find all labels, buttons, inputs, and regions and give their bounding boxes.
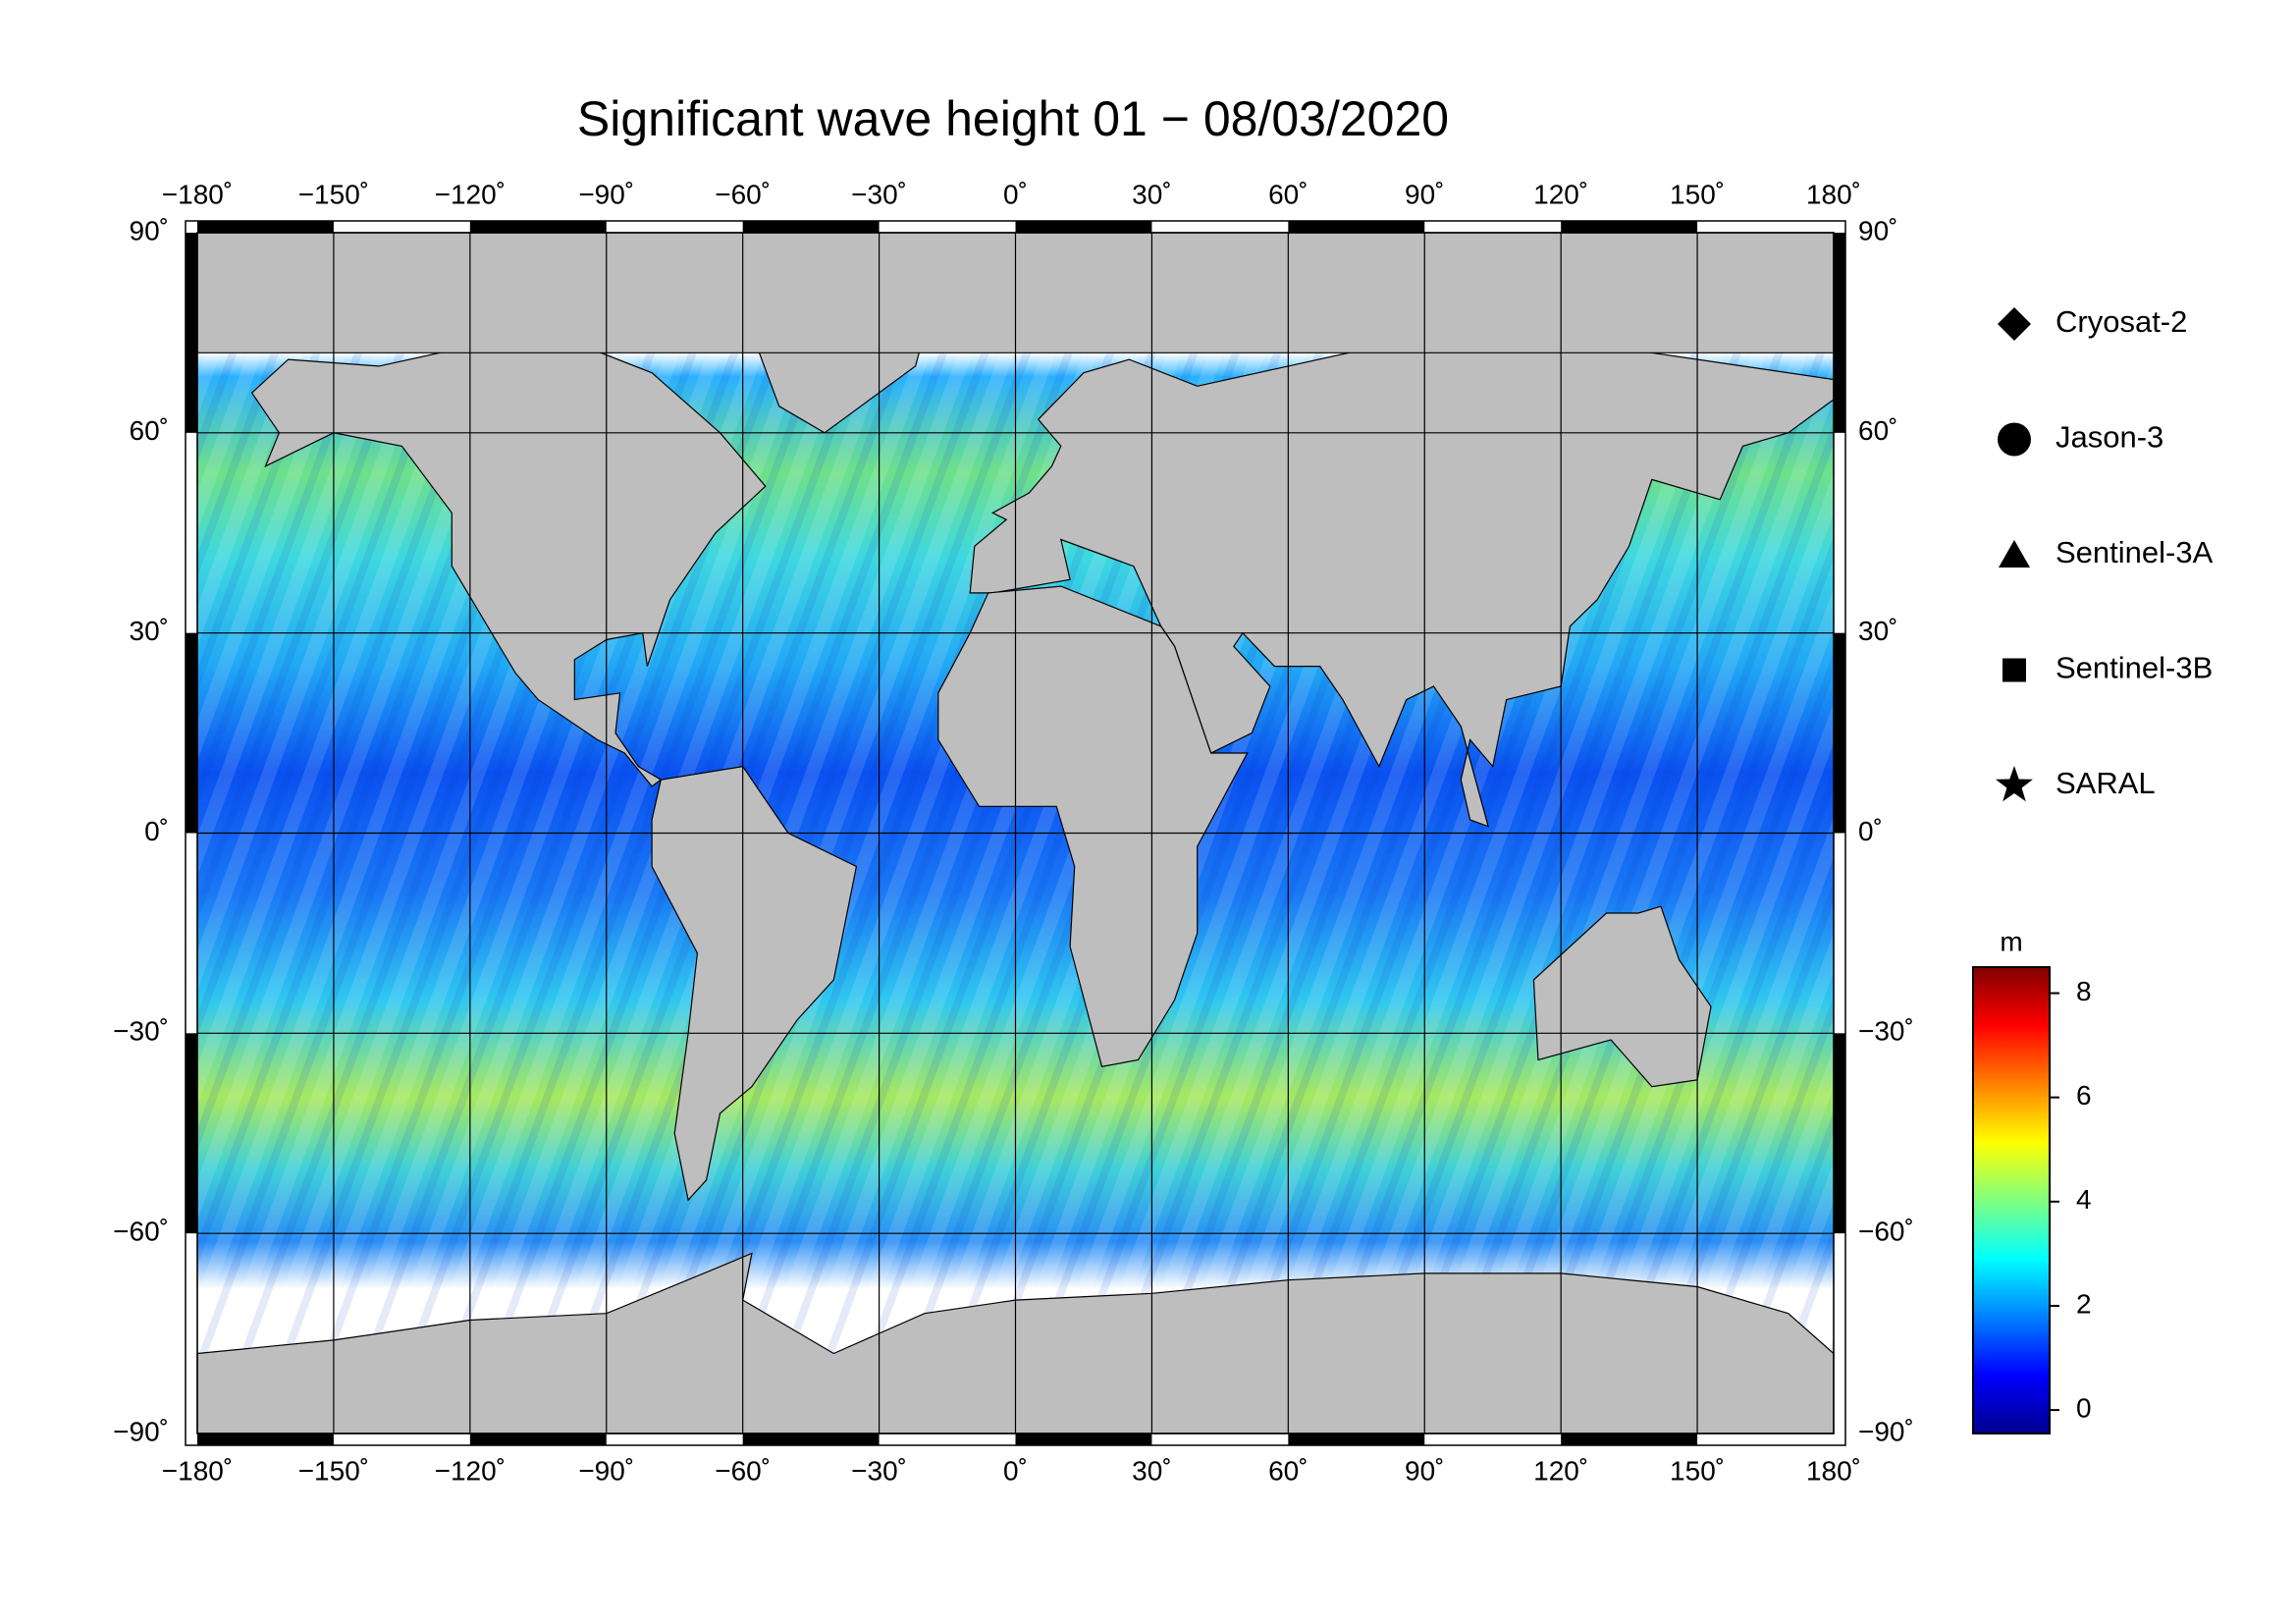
frame-bar	[742, 221, 880, 233]
frame-bar	[1834, 233, 1845, 433]
y-tick-label: −30˚	[1858, 1016, 1914, 1047]
colorbar-tick-label: 0	[2076, 1393, 2092, 1424]
x-tick-label: −60˚	[715, 179, 771, 209]
x-tick-label: −180˚	[162, 1455, 233, 1486]
frame-bar	[1015, 1434, 1152, 1445]
x-tick-label: 90˚	[1405, 1455, 1444, 1486]
frame-bar	[186, 632, 197, 834]
frame-bar	[1834, 632, 1845, 834]
frame-bar	[1561, 221, 1698, 233]
legend-label: Sentinel-3B	[2056, 651, 2213, 685]
frame-bar	[197, 221, 334, 233]
x-tick-label: −60˚	[715, 1455, 771, 1486]
x-tick-label: −90˚	[578, 1455, 634, 1486]
x-tick-label: −180˚	[162, 179, 233, 209]
colorbar-label: m	[2000, 926, 2022, 956]
y-tick-label: −60˚	[1858, 1217, 1914, 1247]
x-tick-label: 180˚	[1806, 179, 1861, 209]
frame-bar	[1834, 1033, 1845, 1234]
legend-label: Cryosat-2	[2056, 304, 2187, 339]
y-tick-label: 90˚	[1858, 215, 1897, 245]
x-tick-label: 60˚	[1268, 179, 1308, 209]
x-tick-label: 90˚	[1405, 179, 1444, 209]
legend-marker	[1996, 766, 2033, 802]
x-tick-label: 30˚	[1132, 179, 1171, 209]
frame-bar	[469, 1434, 607, 1445]
x-tick-label: −150˚	[298, 1455, 369, 1486]
x-tick-label: 150˚	[1670, 1455, 1725, 1486]
legend-label: Sentinel-3A	[2056, 535, 2214, 569]
x-tick-label: −30˚	[851, 1455, 907, 1486]
x-tick-label: 120˚	[1533, 179, 1588, 209]
frame-bar	[197, 1434, 334, 1445]
frame-bar	[186, 1033, 197, 1234]
land	[250, 345, 767, 787]
x-tick-label: 30˚	[1132, 1455, 1171, 1486]
land	[1532, 905, 1712, 1088]
frame-bar	[1015, 221, 1152, 233]
colorbar-tick-label: 8	[2076, 976, 2092, 1006]
map-title: Significant wave height 01 − 08/03/2020	[577, 91, 1449, 146]
x-tick-label: −90˚	[578, 179, 634, 209]
x-tick-label: −120˚	[435, 1455, 506, 1486]
y-tick-label: −30˚	[113, 1016, 169, 1047]
x-tick-label: 150˚	[1670, 179, 1725, 209]
colorbar	[1972, 966, 2051, 1434]
x-tick-label: 180˚	[1806, 1455, 1861, 1486]
legend-marker	[1999, 540, 2030, 568]
x-tick-label: 120˚	[1533, 1455, 1588, 1486]
land	[651, 765, 858, 1202]
frame-bar	[469, 221, 607, 233]
frame-bar	[186, 233, 197, 433]
legend-label: Jason-3	[2056, 420, 2163, 455]
colorbar-tick-label: 2	[2076, 1288, 2092, 1319]
y-tick-label: 0˚	[1858, 816, 1883, 846]
x-tick-label: −150˚	[298, 179, 369, 209]
legend-marker	[2002, 658, 2026, 682]
legend-marker	[1998, 307, 2031, 341]
y-tick-label: 60˚	[130, 415, 169, 446]
frame-bar	[742, 1434, 880, 1445]
frame-bar	[1561, 1434, 1698, 1445]
legend-label: SARAL	[2056, 766, 2156, 800]
y-tick-label: −60˚	[113, 1217, 169, 1247]
y-tick-label: 60˚	[1858, 415, 1897, 446]
x-tick-label: 0˚	[1003, 179, 1028, 209]
x-tick-label: 60˚	[1268, 1455, 1308, 1486]
y-tick-label: −90˚	[113, 1416, 169, 1446]
y-tick-label: 30˚	[1858, 616, 1897, 646]
y-tick-label: 0˚	[144, 816, 169, 846]
y-tick-label: −90˚	[1858, 1416, 1914, 1446]
frame-bar	[1288, 221, 1425, 233]
map	[196, 232, 1835, 1434]
colorbar-tick-label: 4	[2076, 1184, 2092, 1215]
frame-bar	[1288, 1434, 1425, 1445]
legend-marker	[1998, 422, 2031, 457]
colorbar-tick-label: 6	[2076, 1080, 2092, 1110]
x-tick-label: −120˚	[435, 179, 506, 209]
x-tick-label: 0˚	[1003, 1455, 1028, 1486]
y-tick-label: 30˚	[130, 616, 169, 646]
y-tick-label: 90˚	[130, 215, 169, 245]
x-tick-label: −30˚	[851, 179, 907, 209]
